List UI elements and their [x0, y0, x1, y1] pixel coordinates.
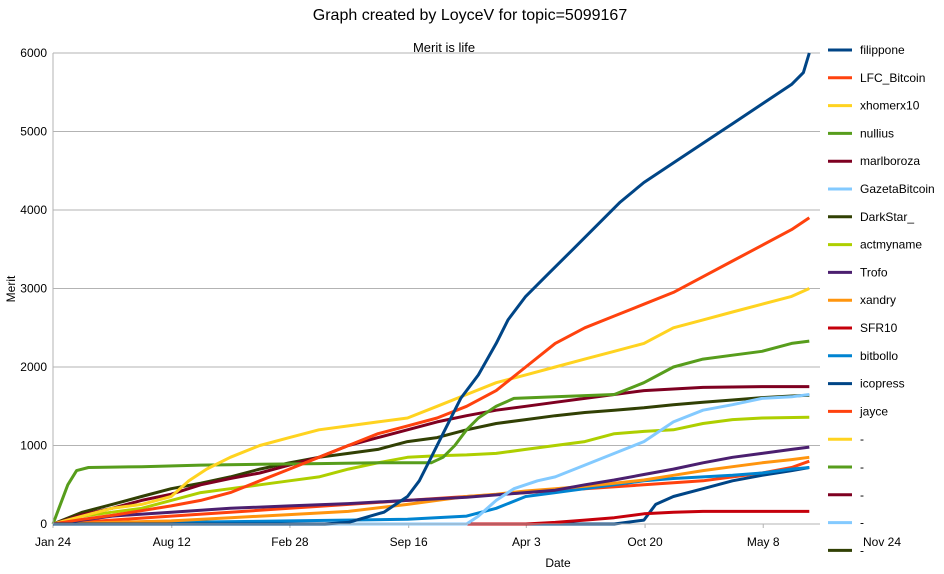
chart-title: Graph created by LoyceV for topic=509916… — [313, 7, 628, 24]
axes — [52, 53, 820, 525]
legend-item: - — [828, 488, 864, 502]
series-line-9 — [52, 455, 810, 526]
legend-label: actmyname — [860, 238, 922, 252]
legend-label: bitbollo — [860, 349, 898, 363]
legend-label: - — [860, 460, 864, 474]
legend-item: actmyname — [828, 238, 922, 252]
series-line-4 — [52, 385, 810, 526]
series-line-8 — [52, 445, 810, 526]
legend-item: xhomerx10 — [828, 99, 920, 113]
legend-item: filippone — [828, 43, 905, 57]
y-tick-label: 2000 — [20, 360, 47, 374]
x-axis-title: Date — [545, 556, 571, 570]
legend-label: - — [860, 488, 864, 502]
y-tick-label: 5000 — [20, 125, 47, 139]
legend-item: marlboroza — [828, 154, 920, 168]
series-line-7 — [52, 415, 810, 526]
legend-label: LFC_Bitcoin — [860, 71, 925, 85]
series-line-2 — [52, 287, 810, 526]
legend-item: LFC_Bitcoin — [828, 71, 925, 85]
legend-label: icopress — [860, 377, 905, 391]
x-tick-labels: Jan 24 Aug 12 Feb 28 Sep 16 Apr 3 Oct 20 May 8… — [35, 535, 901, 549]
series-line-12 — [53, 466, 810, 526]
y-tick-labels: 0 1000 2000 3000 4000 5000 6000 — [20, 46, 47, 531]
x-tick-label: Apr 3 — [512, 535, 541, 549]
y-tick-label: 6000 — [20, 46, 47, 60]
legend-label: DarkStar_ — [860, 210, 914, 224]
legend-label: Trofo — [860, 265, 888, 279]
x-tick-label: Nov 24 — [863, 535, 901, 549]
legend-item: DarkStar_ — [828, 210, 914, 224]
series-line-3 — [51, 339, 810, 525]
series-line-10 — [53, 509, 810, 526]
x-tick-label: May 8 — [747, 535, 780, 549]
y-axis-title: Merit — [4, 275, 18, 302]
series-lines — [51, 52, 811, 526]
grid-lines — [52, 52, 820, 528]
legend-label: jayce — [859, 404, 888, 418]
series-line-11 — [52, 466, 810, 526]
y-tick-label: 4000 — [20, 203, 47, 217]
legend-item: nullius — [828, 126, 894, 140]
legend-label: GazetaBitcoin — [860, 182, 935, 196]
legend-item: xandry — [828, 293, 896, 307]
legend-item: Trofo — [828, 265, 888, 279]
legend-item: SFR10 — [828, 321, 898, 335]
legend-item: bitbollo — [828, 349, 898, 363]
legend-label: - — [860, 516, 864, 530]
x-tick-label: Feb 28 — [271, 535, 309, 549]
x-tick-label: Sep 16 — [390, 535, 428, 549]
series-line-1 — [52, 216, 811, 526]
chart-subtitle: Merit is life — [413, 40, 475, 55]
legend-item: icopress — [828, 377, 905, 391]
legend-item: - — [828, 543, 864, 557]
legend-item: - — [828, 516, 864, 530]
series-line-0 — [53, 52, 811, 526]
x-tick-label: Oct 20 — [627, 535, 663, 549]
legend-item: - — [828, 432, 864, 446]
legend: filippone LFC_Bitcoin xhomerx10 nullius marl… — [828, 43, 935, 557]
x-tick-label: Aug 12 — [153, 535, 191, 549]
legend-label: xandry — [860, 293, 896, 307]
legend-label: SFR10 — [860, 321, 898, 335]
legend-item: jayce — [828, 404, 888, 418]
x-tick-label: Jan 24 — [35, 535, 71, 549]
legend-item: - — [828, 460, 864, 474]
legend-item: GazetaBitcoin — [828, 182, 935, 196]
y-tick-label: 1000 — [20, 439, 47, 453]
legend-label: - — [860, 543, 864, 557]
legend-label: xhomerx10 — [860, 99, 920, 113]
legend-label: marlboroza — [860, 154, 920, 168]
legend-label: nullius — [860, 126, 894, 140]
series-line-5 — [53, 393, 810, 526]
y-tick-label: 3000 — [20, 282, 47, 296]
legend-label: filippone — [860, 43, 905, 57]
y-tick-label: 0 — [40, 517, 47, 531]
legend-label: - — [860, 432, 864, 446]
